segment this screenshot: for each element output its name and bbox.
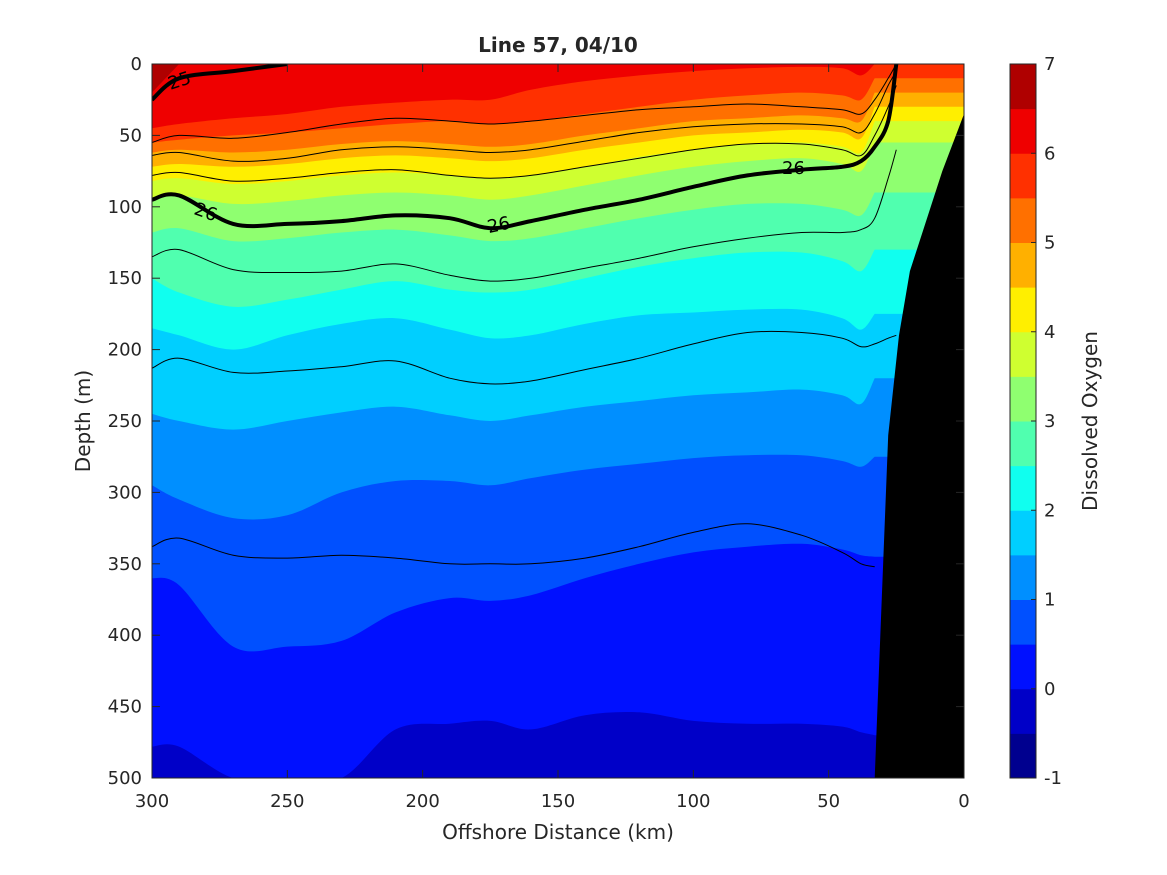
y-tick-label: 450 [108,697,142,718]
contour-label-26: 26 [485,213,512,238]
y-tick-label: 400 [108,625,142,646]
x-axis-ticks: 300 250 200 150 100 50 0 [135,64,970,812]
colorbar-swatch [1010,153,1036,199]
x-tick-label: 100 [676,791,710,812]
seafloor-shelf [874,114,964,778]
y-tick-label: 250 [108,411,142,432]
colorbar-tick-label: 7 [1044,54,1055,75]
y-axis-ticks: 0 50 100 150 200 250 300 350 400 450 500 [108,54,964,789]
density-contour-line [152,64,897,143]
colorbar-tick-label: -1 [1044,768,1062,789]
colorbar-swatch [1010,197,1036,243]
colorbar-tick-label: 2 [1044,500,1055,521]
colorbar-swatch [1010,64,1036,110]
x-tick-label: 0 [958,791,969,812]
colorbar-swatch [1010,733,1036,779]
density-contour-26 [152,64,899,231]
x-tick-label: 50 [817,791,840,812]
colorbar-tick-label: 0 [1044,679,1055,700]
y-tick-label: 50 [119,125,142,146]
y-tick-label: 300 [108,482,142,503]
density-contour-line [152,149,897,282]
colorbar-swatch [1010,510,1036,556]
y-tick-label: 350 [108,554,142,575]
x-tick-label: 200 [405,791,439,812]
colorbar: -1 0 1 2 3 4 5 6 7 [1009,54,1062,789]
contour-label-26: 26 [782,158,805,179]
colorbar-swatch [1010,376,1036,422]
y-tick-label: 100 [108,197,142,218]
x-tick-label: 150 [541,791,575,812]
y-tick-label: 150 [108,268,142,289]
colorbar-tick-label: 1 [1044,590,1055,611]
density-contour-line [152,523,875,568]
colorbar-tick-label: 3 [1044,411,1055,432]
colorbar-tick-label: 4 [1044,322,1055,343]
oxygen-band-6_5 [152,64,180,93]
density-contour-25 [152,64,288,102]
y-tick-label: 500 [108,768,142,789]
y-axis-label: Depth (m) [71,370,95,472]
density-contour-line [152,85,897,182]
colorbar-swatch [1010,287,1036,333]
density-contour-line [152,330,897,385]
x-tick-label: 250 [270,791,304,812]
colorbar-swatch [1010,331,1036,377]
x-tick-label: 300 [135,791,169,812]
colorbar-swatch [1010,599,1036,645]
colorbar-label: Dissolved Oxygen [1078,331,1102,511]
y-tick-label: 200 [108,340,142,361]
colorbar-swatch [1010,554,1036,600]
colorbar-swatch [1010,465,1036,511]
density-contour-line [152,70,897,162]
colorbar-swatch [1010,421,1036,467]
colorbar-tick-label: 5 [1044,233,1055,254]
colorbar-tick-label: 6 [1044,143,1055,164]
x-axis-label: Offshore Distance (km) [442,820,674,844]
colorbar-swatch [1010,242,1036,288]
colorbar-swatch [1010,644,1036,690]
oxygen-band-6 [152,64,875,129]
colorbar-swatch [1010,688,1036,734]
y-tick-label: 0 [131,54,142,75]
chart-title: Line 57, 04/10 [478,33,638,57]
colorbar-swatch [1010,108,1036,154]
